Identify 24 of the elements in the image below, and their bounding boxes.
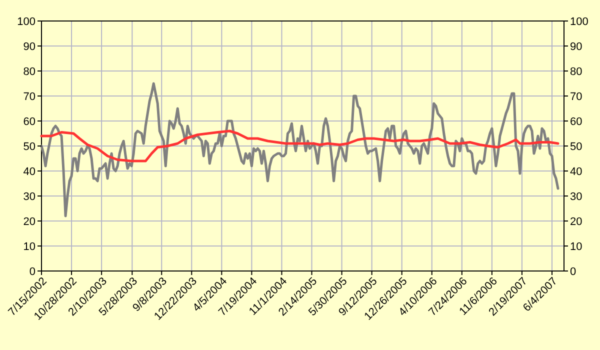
y2-tick-label: 50 (570, 140, 582, 153)
y-tick-label: 40 (23, 166, 36, 178)
y-tick-label: 0 (29, 266, 36, 278)
y2-tick-label: 0 (570, 266, 576, 278)
y2-tick-label: 60 (570, 116, 582, 128)
y2-tick-label: 80 (570, 66, 582, 78)
line-series (40, 130, 560, 162)
y-tick-label: 70 (23, 90, 36, 103)
y2-tick-label: 10 (570, 240, 582, 253)
y2-tick-label: 40 (570, 166, 582, 178)
y-tick-label: 30 (23, 190, 36, 203)
y-tick-label: 100 (17, 16, 36, 28)
y2-tick-label: 70 (570, 90, 582, 103)
y-tick-label: 90 (23, 40, 36, 53)
line-series (40, 82, 560, 218)
y-tick-label: 10 (23, 240, 36, 253)
y-tick-label: 50 (23, 140, 36, 153)
y2-tick-label: 20 (570, 216, 582, 228)
y-tick-label: 80 (23, 66, 36, 78)
y-tick-label: 60 (23, 116, 36, 128)
y2-tick-label: 30 (570, 190, 582, 203)
y2-tick-label: 100 (570, 16, 588, 28)
y-tick-label: 20 (23, 216, 36, 228)
y2-tick-label: 90 (570, 40, 582, 53)
